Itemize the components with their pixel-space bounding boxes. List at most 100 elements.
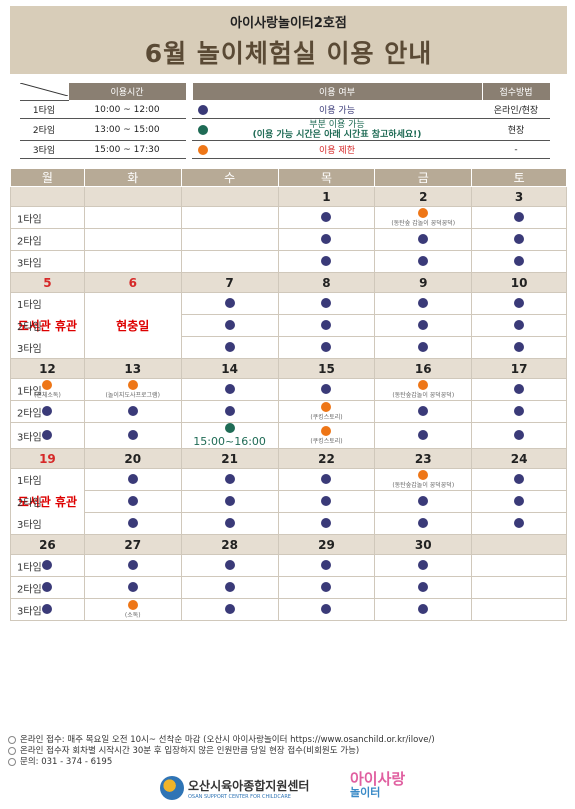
navy-dot-icon: [321, 234, 332, 244]
navy-dot-icon: [42, 582, 53, 592]
navy-dot-icon: [321, 582, 332, 592]
holiday-label: 도서관 휴관: [17, 319, 78, 333]
orange-dot-icon: [418, 380, 429, 390]
navy-dot-icon: [42, 406, 53, 416]
slot-cell: [180, 378, 279, 401]
slot-cell: [180, 576, 279, 599]
navy-dot-icon: [514, 298, 525, 308]
slot-cell: [83, 490, 182, 513]
navy-dot-icon: [321, 342, 332, 352]
slot-cell: 2타임: [10, 228, 85, 251]
navy-dot-icon: [418, 604, 429, 614]
date-cell: 28: [180, 534, 279, 555]
green-dot-icon: [224, 423, 235, 433]
slot-cell: [180, 206, 279, 229]
slot-cell: [471, 292, 567, 315]
slot-cell: [471, 378, 567, 401]
date-cell: [83, 186, 182, 207]
date-cell: 15: [277, 358, 376, 379]
navy-dot-icon: [514, 430, 525, 440]
navy-dot-icon: [418, 256, 429, 266]
holiday-cell: 1타임 2타임 3타임 도서관 휴관: [10, 292, 85, 359]
slot-label: 1타임: [17, 214, 42, 225]
info-type: 2타임: [20, 118, 68, 141]
navy-dot-icon: [418, 298, 429, 308]
slot-cell: [180, 314, 279, 337]
navy-dot-icon: [42, 560, 53, 570]
green-dot-icon: [198, 125, 208, 135]
navy-dot-icon: [418, 496, 429, 506]
slot-cell: [374, 490, 473, 513]
date-cell: [471, 534, 567, 555]
slot-cell: 3타임: [10, 250, 85, 273]
navy-dot-icon: [514, 518, 525, 528]
date-cell: 29: [277, 534, 376, 555]
orange-dot-icon: [418, 208, 429, 218]
navy-dot-icon: [198, 105, 208, 115]
slot-cell: 1타임: [10, 554, 85, 577]
slot-cell: [277, 336, 376, 359]
slot-label: 1타임: [17, 476, 42, 488]
date-cell: 19: [10, 448, 85, 469]
slot-cell: (쿠킹스토리): [277, 422, 376, 449]
orange-dot-icon: [198, 145, 208, 155]
date-cell: 1: [277, 186, 376, 207]
slot-label: 2타임: [17, 236, 42, 247]
slot-cell: [471, 468, 567, 491]
slot-cell: [180, 336, 279, 359]
navy-dot-icon: [224, 604, 235, 614]
slot-cell: [471, 336, 567, 359]
slot-cell: [374, 228, 473, 251]
slot-cell: [277, 598, 376, 621]
slot-cell: 15:00~16:00: [180, 422, 279, 449]
navy-dot-icon: [514, 256, 525, 266]
slot-cell: [180, 490, 279, 513]
slot-cell: [471, 228, 567, 251]
program-note: (동탄숲 갑놀이 꿍덕꿍덕): [391, 220, 456, 227]
date-cell: 27: [83, 534, 182, 555]
slot-cell: [374, 292, 473, 315]
slot-cell: 1타임: [10, 206, 85, 229]
date-cell: 24: [471, 448, 567, 469]
slot-cell: [180, 228, 279, 251]
slot-cell: [83, 228, 182, 251]
slot-cell: 3타임: [10, 422, 85, 449]
slot-cell: [83, 400, 182, 423]
slot-cell: 3타임: [10, 598, 85, 621]
slot-cell: [374, 400, 473, 423]
info-time: 15:00 ~ 17:30: [68, 140, 186, 159]
slot-cell: [374, 314, 473, 337]
date-cell: 20: [83, 448, 182, 469]
slot-cell: [277, 512, 376, 535]
orange-dot-icon: [321, 426, 332, 436]
slot-label: 3타임: [17, 258, 42, 269]
date-cell: 6: [83, 272, 182, 293]
slot-cell: [180, 468, 279, 491]
navy-dot-icon: [321, 604, 332, 614]
navy-dot-icon: [127, 582, 138, 592]
navy-dot-icon: [224, 518, 235, 528]
slot-cell: 1타임 (전체소독): [10, 378, 85, 401]
info-use: 부분 이용 가능 (이용 가능 시간은 아래 시간표 참고하세요!): [192, 118, 482, 141]
slot-cell: (동탄숲갑놀이 꿍덕꿍덕): [374, 468, 473, 491]
program-note: (놀이지도사프로그램): [105, 392, 160, 399]
slot-cell: [471, 400, 567, 423]
col-time-header: 이용시간: [67, 82, 187, 101]
info-method: 온라인/현장: [482, 100, 550, 119]
footer-line: 문의: 031 - 374 - 6195: [8, 757, 435, 768]
slot-cell: [180, 598, 279, 621]
date-cell: 30: [374, 534, 473, 555]
navy-dot-icon: [321, 474, 332, 484]
navy-dot-icon: [42, 604, 53, 614]
slot-cell: [374, 336, 473, 359]
info-use: 이용 제한: [192, 140, 482, 159]
slot-label: 1타임: [17, 300, 42, 312]
info-time: 13:00 ~ 15:00: [68, 118, 186, 141]
day-header: 목: [277, 168, 376, 187]
navy-dot-icon: [418, 234, 429, 244]
date-cell: 21: [180, 448, 279, 469]
slot-cell: 2타임: [10, 400, 85, 423]
footer-line: 온라인 접수: 매주 목요일 오전 10시~ 선착순 마감 (오산시 아이사랑놀…: [8, 735, 435, 746]
navy-dot-icon: [224, 384, 235, 394]
slot-label: 3타임: [17, 343, 42, 355]
